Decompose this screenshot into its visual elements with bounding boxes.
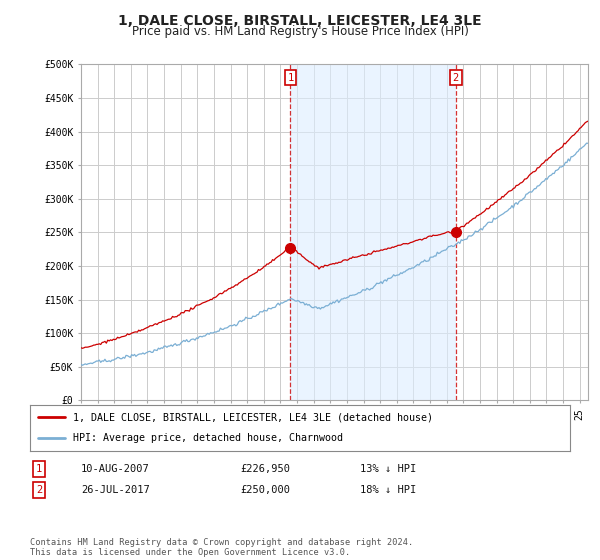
Text: Price paid vs. HM Land Registry's House Price Index (HPI): Price paid vs. HM Land Registry's House …	[131, 25, 469, 38]
Bar	[290, 64, 456, 400]
Text: 1: 1	[287, 73, 293, 83]
Text: 1, DALE CLOSE, BIRSTALL, LEICESTER, LE4 3LE (detached house): 1, DALE CLOSE, BIRSTALL, LEICESTER, LE4 …	[73, 412, 433, 422]
Text: £226,950: £226,950	[240, 464, 290, 474]
Text: Contains HM Land Registry data © Crown copyright and database right 2024.
This d: Contains HM Land Registry data © Crown c…	[30, 538, 413, 557]
Text: 10-AUG-2007: 10-AUG-2007	[81, 464, 150, 474]
Text: 1: 1	[36, 464, 42, 474]
Text: £250,000: £250,000	[240, 485, 290, 495]
Text: 1, DALE CLOSE, BIRSTALL, LEICESTER, LE4 3LE: 1, DALE CLOSE, BIRSTALL, LEICESTER, LE4 …	[118, 14, 482, 28]
Text: 13% ↓ HPI: 13% ↓ HPI	[360, 464, 416, 474]
Text: 2: 2	[36, 485, 42, 495]
Text: 2: 2	[453, 73, 459, 83]
Text: 26-JUL-2017: 26-JUL-2017	[81, 485, 150, 495]
Text: HPI: Average price, detached house, Charnwood: HPI: Average price, detached house, Char…	[73, 433, 343, 444]
Text: 18% ↓ HPI: 18% ↓ HPI	[360, 485, 416, 495]
